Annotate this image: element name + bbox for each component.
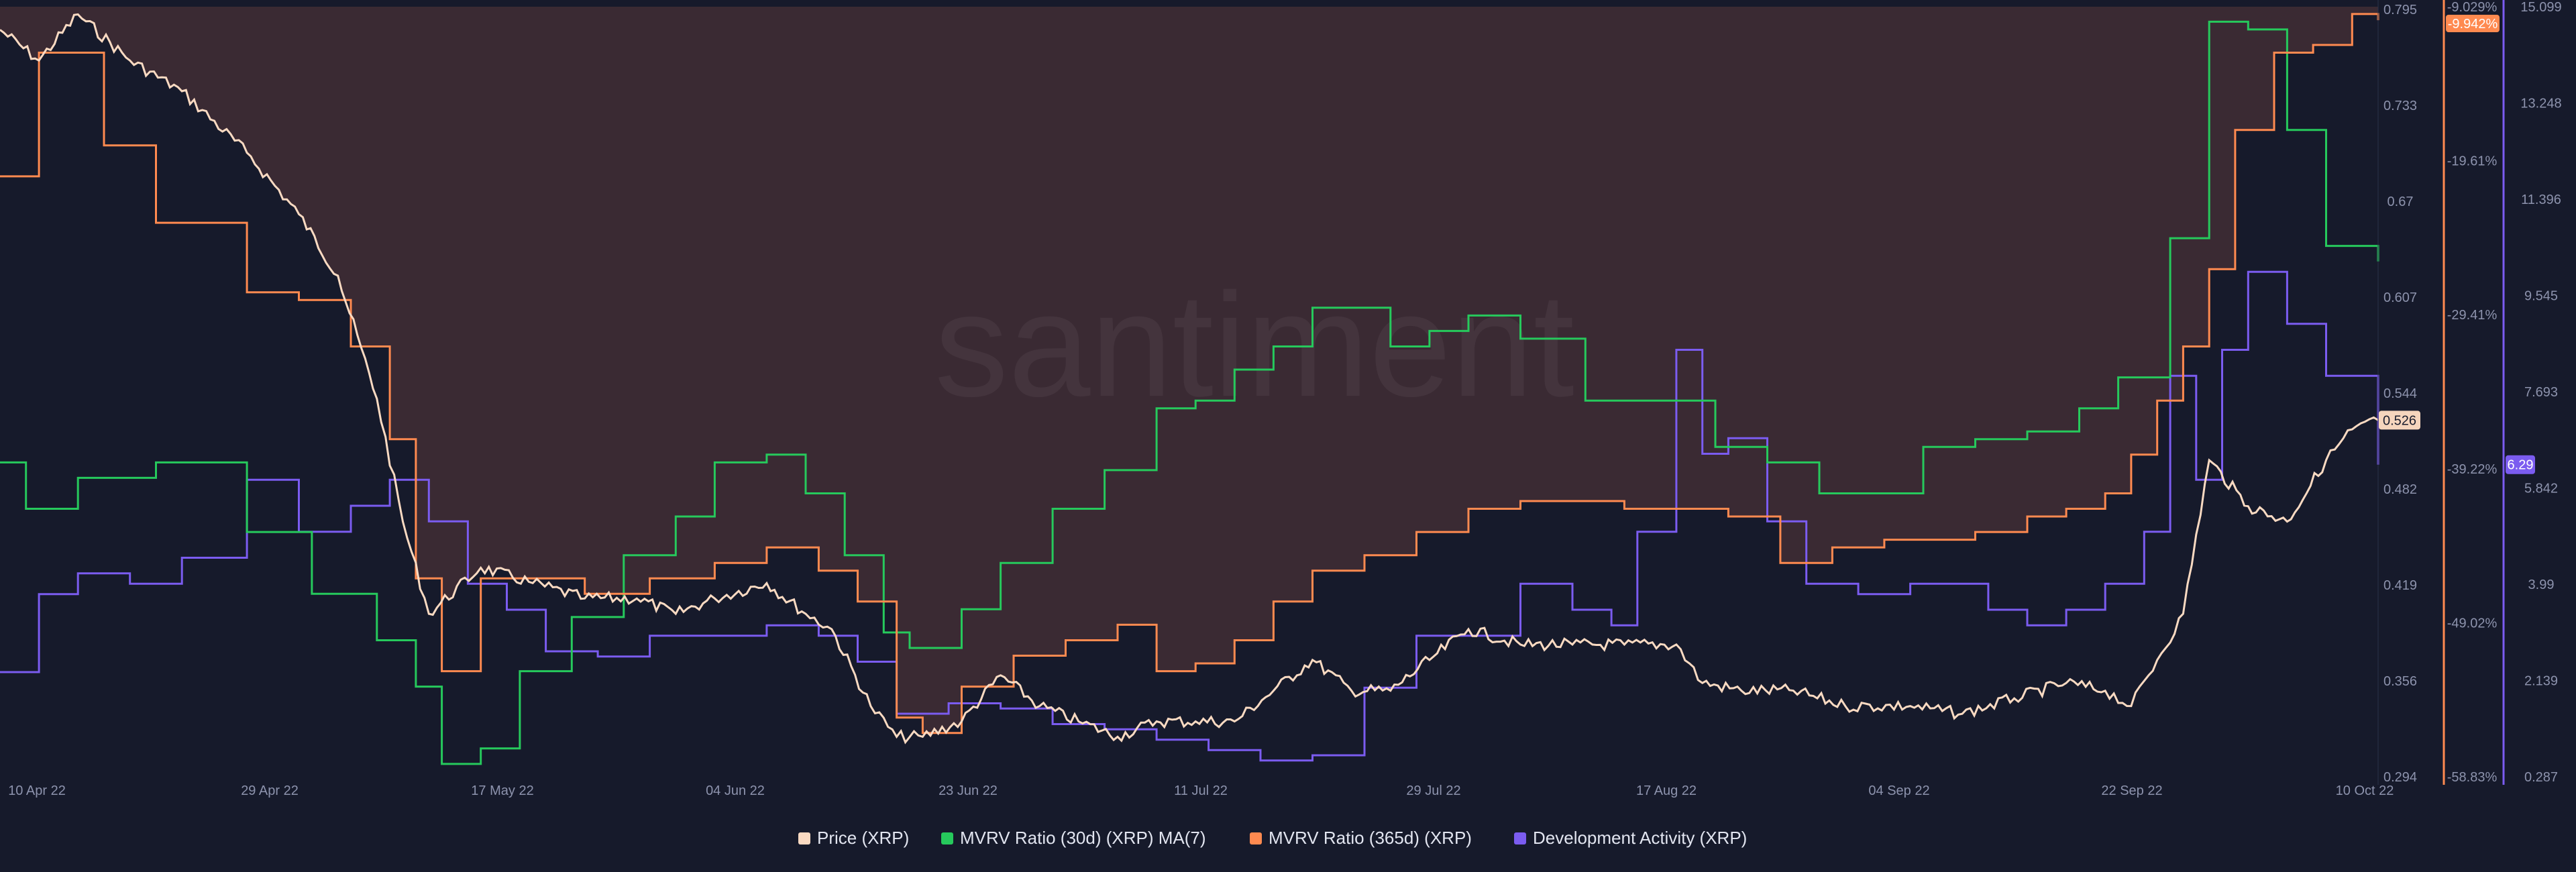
x-tick-label: 04 Sep 22 [1868,783,1929,798]
price-tick-label: 0.544 [2383,386,2417,401]
x-tick-label: 29 Jul 22 [1406,783,1460,798]
dev-tick-label: 0.287 [2524,770,2558,785]
legend-label: Development Activity (XRP) [1533,828,1747,848]
dev-current-badge [2506,455,2535,474]
mvrv-axis: -9.029% -19.61% -29.41% -39.22% -49.02% -58.8… [2443,0,2500,785]
mvrv-tick-label: -58.83% [2447,770,2498,785]
dev-tick-label: 7.693 [2524,385,2558,400]
x-tick-label: 17 Aug 22 [1636,783,1697,798]
x-tick-label: 17 May 22 [471,783,533,798]
legend-label: Price (XRP) [817,828,909,848]
santiment-watermark: santiment [934,262,1574,427]
mvrv-tick-label: -19.61% [2447,154,2498,169]
price-tick-label: 0.294 [2383,770,2417,785]
price-tick-label: 0.482 [2383,482,2417,497]
price-axis: 0.795 0.733 0.67 0.607 0.544 0.482 0.419 0.356 0… [2377,0,2420,785]
legend-label: MVRV Ratio (365d) (XRP) [1269,828,1472,848]
x-tick-label: 22 Sep 22 [2101,783,2162,798]
mvrv-current-badge [2446,15,2500,32]
price-current-label: 0.526 [2383,413,2416,428]
dev-tick-label: 13.248 [2520,97,2561,111]
mvrv-tick-label: -9.029% [2447,0,2498,15]
mvrv-30d-ma7-line [0,20,2379,765]
mvrv-current-label: -9.942% [2448,17,2498,32]
dev-activity-axis: 15.099 13.248 11.396 9.545 7.693 5.842 3.99 2.1… [2502,0,2562,785]
mvrv-tick-label: -29.41% [2447,308,2498,323]
mvrv-tick-label: -39.22% [2447,462,2498,477]
price-tick-label: 0.733 [2383,99,2417,113]
legend-swatch [1250,832,1262,844]
mvrv-365d-fill-area [0,7,2378,733]
price-fill-area [0,14,2378,777]
dev-tick-label: 2.139 [2524,674,2558,689]
x-tick-label: 10 Oct 22 [2336,783,2394,798]
legend: Price (XRP) MVRV Ratio (30d) (XRP) MA(7) M… [798,828,1747,848]
price-line [0,13,2379,745]
legend-swatch [798,832,810,844]
x-tick-label: 29 Apr 22 [241,783,299,798]
legend-swatch [941,832,953,844]
dev-tick-label: 15.099 [2520,0,2561,15]
price-current-badge [2379,411,2420,430]
x-tick-label: 23 Jun 22 [938,783,998,798]
x-tick-label: 11 Jul 22 [1174,783,1228,798]
price-tick-label: 0.607 [2383,290,2417,305]
plot-area: santiment [0,7,2379,777]
price-tick-label: 0.419 [2383,578,2417,593]
mvrv-365d-line [0,13,2379,734]
mvrv-tick-label: -49.02% [2447,616,2498,631]
legend-swatch [1514,832,1526,844]
dev-tick-label: 3.99 [2528,578,2555,592]
dev-tick-label: 5.842 [2524,482,2558,496]
x-tick-label: 10 Apr 22 [8,783,66,798]
dev-tick-label: 9.545 [2524,289,2558,304]
dev-current-label: 6.29 [2508,458,2534,473]
x-tick-label: 04 Jun 22 [706,783,765,798]
development-activity-line [0,270,2379,762]
price-tick-label: 0.356 [2383,674,2417,689]
x-axis: 10 Apr 22 29 Apr 22 17 May 22 04 Jun 22 23 J… [8,783,2394,798]
dev-tick-label: 11.396 [2521,193,2561,207]
price-tick-label: 0.67 [2387,195,2414,209]
legend-label: MVRV Ratio (30d) (XRP) MA(7) [960,828,1206,848]
price-tick-label: 0.795 [2383,3,2417,17]
